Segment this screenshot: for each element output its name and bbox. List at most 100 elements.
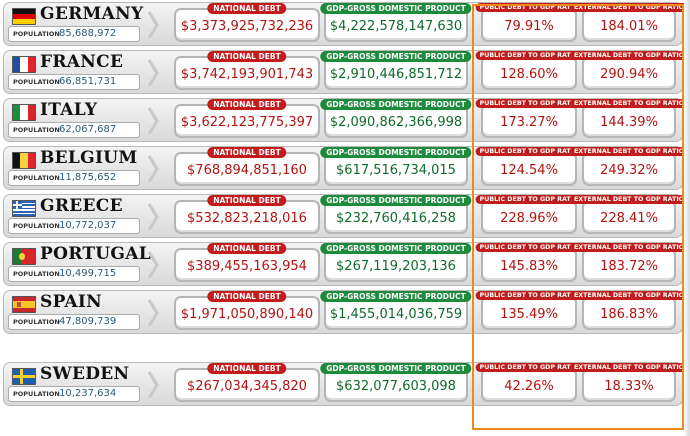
gdp-box: GDP-GROSS DOMESTIC PRODUCT $632,077,603,0… [320,363,472,402]
external-debt-ratio-box: EXTERNAL DEBT TO GDP RATIO 228.41% [569,195,689,234]
external-debt-ratio-label: EXTERNAL DEBT TO GDP RATIO [569,291,689,300]
national-debt-value: $1,971,050,890,140 [180,307,314,322]
public-debt-ratio-box: PUBLIC DEBT TO GDP RATIO 128.60% [475,51,583,90]
country-name: GREECE [40,196,123,216]
divider-arrow-icon [147,251,159,279]
national-debt-box: NATIONAL DEBT $3,742,193,901,743 [174,51,320,90]
public-debt-ratio-label: PUBLIC DEBT TO GDP RATIO [475,363,583,372]
public-debt-ratio-label: PUBLIC DEBT TO GDP RATIO [475,291,583,300]
public-debt-ratio-box: PUBLIC DEBT TO GDP RATIO 228.96% [475,195,583,234]
divider-arrow-icon [147,371,159,399]
national-debt-box: NATIONAL DEBT $532,823,218,016 [174,195,320,234]
population-value: 85,688,972 [59,28,117,39]
country-row-sweden: SWEDEN POPULATION 10,237,634 NATIONAL DEBT $… [3,362,689,406]
country-name: SPAIN [40,292,103,312]
national-debt-box: NATIONAL DEBT $389,455,163,954 [174,243,320,282]
public-debt-ratio-label: PUBLIC DEBT TO GDP RATIO [475,147,583,156]
public-debt-ratio-label: PUBLIC DEBT TO GDP RATIO [475,243,583,252]
gdp-value: $617,516,734,015 [336,163,456,178]
national-debt-value: $3,373,925,732,236 [180,19,314,34]
country-cell: GREECE POPULATION 10,772,037 [7,196,140,235]
population-label: POPULATION [13,318,60,326]
public-debt-ratio-box: PUBLIC DEBT TO GDP RATIO 79.91% [475,3,583,42]
portugal-flag-icon [12,248,36,265]
gdp-label: GDP-GROSS DOMESTIC PRODUCT [320,195,472,206]
population-label: POPULATION [13,126,60,134]
public-debt-ratio-value: 128.60% [500,67,558,82]
external-debt-ratio-value: 290.94% [600,67,658,82]
national-debt-label: NATIONAL DEBT [207,363,287,374]
country-row-belgium: BELGIUM POPULATION 11,875,652 NATIONAL DEBT… [3,146,689,190]
country-cell: ITALY POPULATION 62,067,687 [7,100,140,139]
divider-arrow-icon [147,107,159,135]
national-debt-label: NATIONAL DEBT [207,3,287,14]
gdp-value: $2,090,862,366,998 [329,115,463,130]
germany-flag-icon [12,8,36,25]
public-debt-ratio-label: PUBLIC DEBT TO GDP RATIO [475,51,583,60]
gdp-value: $267,119,203,136 [336,259,456,274]
gdp-box: GDP-GROSS DOMESTIC PRODUCT $232,760,416,2… [320,195,472,234]
external-debt-ratio-label: EXTERNAL DEBT TO GDP RATIO [569,147,689,156]
public-debt-ratio-value: 124.54% [500,163,558,178]
gdp-value: $632,077,603,098 [336,379,456,394]
population-field: POPULATION 66,851,731 [8,74,140,90]
external-debt-ratio-label: EXTERNAL DEBT TO GDP RATIO [569,3,689,12]
population-label: POPULATION [13,390,60,398]
external-debt-ratio-value: 18.33% [604,379,654,394]
public-debt-ratio-value: 135.49% [500,307,558,322]
gdp-label: GDP-GROSS DOMESTIC PRODUCT [320,3,472,14]
gdp-box: GDP-GROSS DOMESTIC PRODUCT $1,455,014,036… [320,291,472,330]
external-debt-ratio-value: 228.41% [600,211,658,226]
gdp-value: $4,222,578,147,630 [329,19,463,34]
national-debt-value: $3,622,123,775,397 [180,115,314,130]
italy-flag-icon [12,104,36,121]
country-cell: SPAIN POPULATION 47,809,739 [7,292,140,331]
gdp-label: GDP-GROSS DOMESTIC PRODUCT [320,147,472,158]
external-debt-ratio-value: 186.83% [600,307,658,322]
country-row-italy: ITALY POPULATION 62,067,687 NATIONAL DEBT $3… [3,98,689,142]
external-debt-ratio-label: EXTERNAL DEBT TO GDP RATIO [569,195,689,204]
country-cell: GERMANY POPULATION 85,688,972 [7,4,144,43]
external-debt-ratio-label: EXTERNAL DEBT TO GDP RATIO [569,99,689,108]
gdp-box: GDP-GROSS DOMESTIC PRODUCT $4,222,578,147… [320,3,472,42]
population-label: POPULATION [13,78,60,86]
external-debt-ratio-box: EXTERNAL DEBT TO GDP RATIO 186.83% [569,291,689,330]
external-debt-ratio-box: EXTERNAL DEBT TO GDP RATIO 183.72% [569,243,689,282]
population-field: POPULATION 10,237,634 [8,386,140,402]
population-value: 66,851,731 [59,76,117,87]
population-field: POPULATION 85,688,972 [8,26,140,42]
national-debt-label: NATIONAL DEBT [207,147,287,158]
external-debt-ratio-box: EXTERNAL DEBT TO GDP RATIO 184.01% [569,3,689,42]
divider-arrow-icon [147,59,159,87]
gdp-box: GDP-GROSS DOMESTIC PRODUCT $617,516,734,0… [320,147,472,186]
public-debt-ratio-value: 228.96% [500,211,558,226]
public-debt-ratio-value: 145.83% [500,259,558,274]
population-label: POPULATION [13,222,60,230]
divider-arrow-icon [147,299,159,327]
scrollbar[interactable] [684,0,690,436]
national-debt-label: NATIONAL DEBT [207,99,287,110]
public-debt-ratio-label: PUBLIC DEBT TO GDP RATIO [475,3,583,12]
population-value: 10,499,715 [59,268,117,279]
gdp-box: GDP-GROSS DOMESTIC PRODUCT $2,090,862,366… [320,99,472,138]
country-row-france: FRANCE POPULATION 66,851,731 NATIONAL DEBT $… [3,50,689,94]
country-name: GERMANY [40,4,144,24]
gdp-value: $2,910,446,851,712 [329,67,463,82]
external-debt-ratio-box: EXTERNAL DEBT TO GDP RATIO 290.94% [569,51,689,90]
population-label: POPULATION [13,174,60,182]
public-debt-ratio-value: 173.27% [500,115,558,130]
public-debt-ratio-box: PUBLIC DEBT TO GDP RATIO 135.49% [475,291,583,330]
sweden-flag-icon [12,368,36,385]
france-flag-icon [12,56,36,73]
gdp-label: GDP-GROSS DOMESTIC PRODUCT [320,51,472,62]
divider-arrow-icon [147,203,159,231]
public-debt-ratio-label: PUBLIC DEBT TO GDP RATIO [475,99,583,108]
population-value: 47,809,739 [59,316,117,327]
divider-arrow-icon [147,155,159,183]
country-name: FRANCE [40,52,124,72]
national-debt-label: NATIONAL DEBT [207,291,287,302]
national-debt-value: $389,455,163,954 [187,259,307,274]
external-debt-ratio-label: EXTERNAL DEBT TO GDP RATIO [569,243,689,252]
gdp-label: GDP-GROSS DOMESTIC PRODUCT [320,99,472,110]
public-debt-ratio-box: PUBLIC DEBT TO GDP RATIO 42.26% [475,363,583,402]
